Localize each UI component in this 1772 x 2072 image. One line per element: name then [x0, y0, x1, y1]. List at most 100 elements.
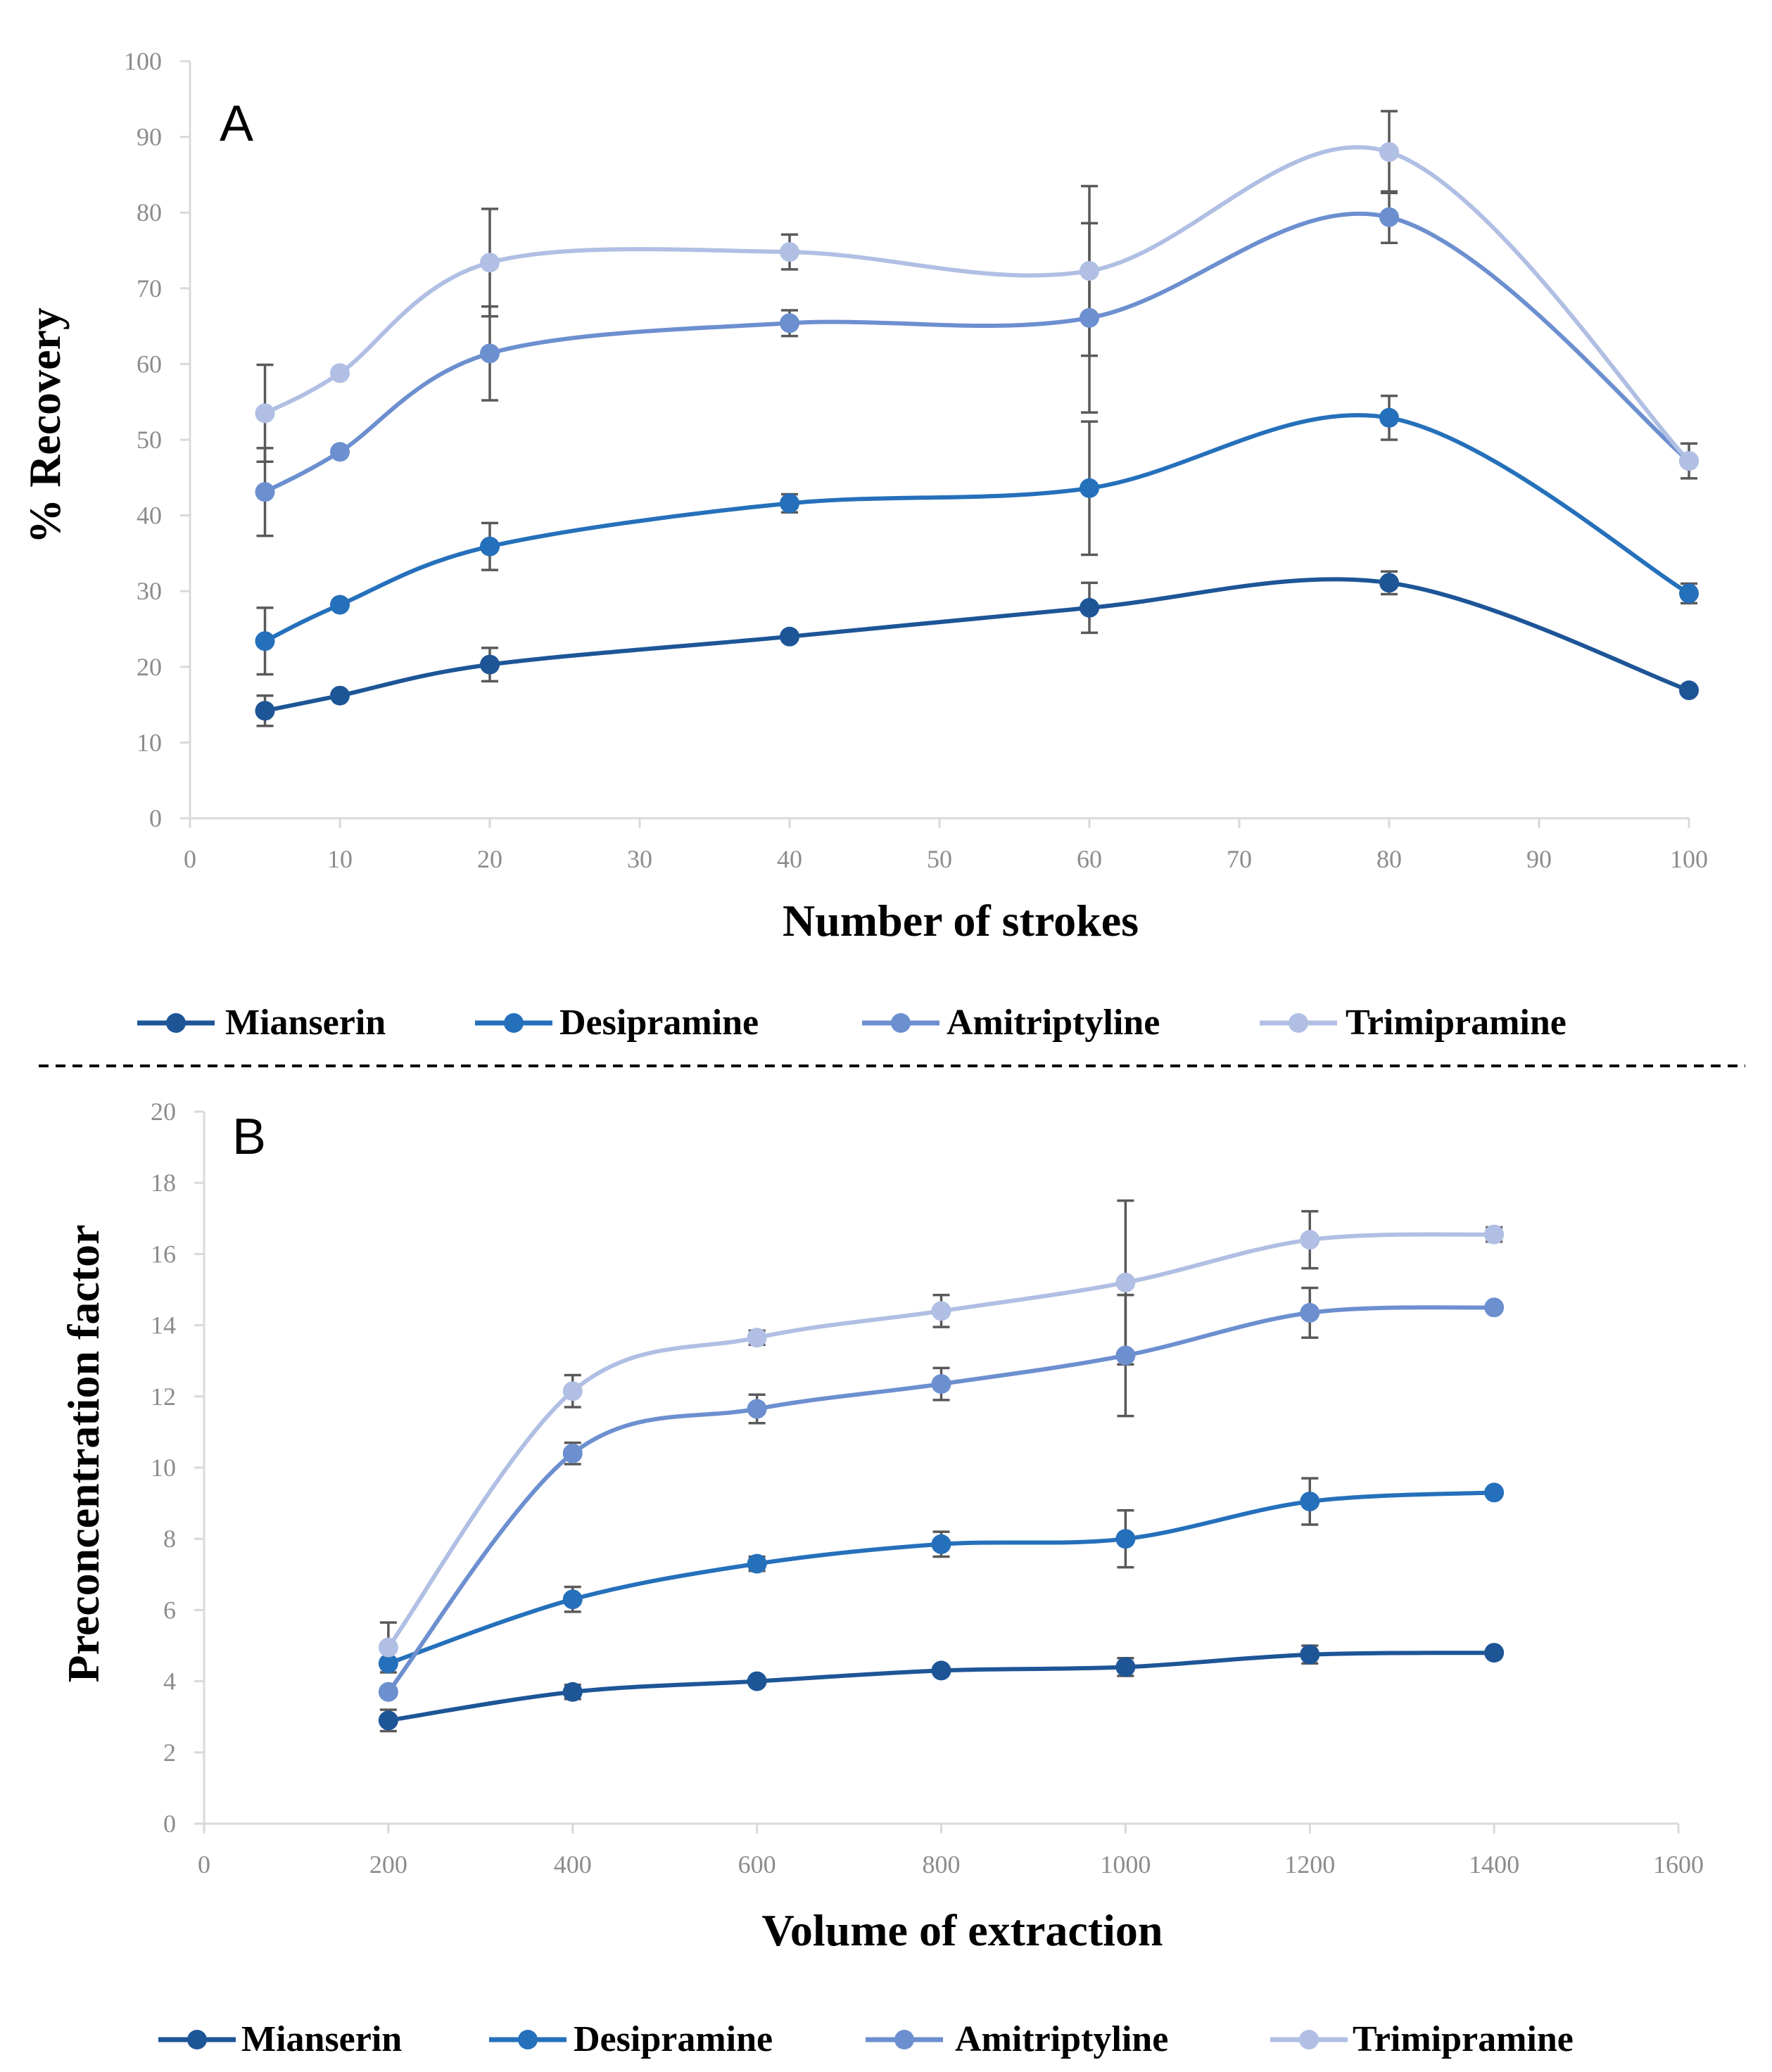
y-tick-label: 50: [137, 426, 162, 454]
data-point-mianserin: [1679, 680, 1699, 701]
data-point-trimipramine: [1300, 1230, 1320, 1250]
data-point-mianserin: [1379, 573, 1399, 593]
x-tick-label: 800: [923, 1850, 961, 1879]
data-point-trimipramine: [1679, 451, 1699, 471]
y-tick-label: 80: [137, 198, 162, 227]
x-tick-label: 600: [738, 1850, 776, 1879]
x-tick-label: 10: [327, 845, 353, 873]
legend-label-trimipramine: Trimipramine: [1346, 1003, 1567, 1043]
data-point-desipramine: [1115, 1529, 1136, 1549]
x-tick-label: 0: [198, 1850, 210, 1879]
data-point-desipramine: [931, 1534, 951, 1554]
data-point-mianserin: [330, 685, 350, 706]
x-tick-label: 400: [554, 1850, 592, 1879]
data-point-desipramine: [1300, 1492, 1320, 1512]
x-axis-title: Number of strokes: [783, 896, 1139, 946]
y-tick-label: 60: [137, 350, 162, 378]
y-tick-label: 4: [163, 1667, 176, 1696]
data-point-trimipramine: [1115, 1272, 1136, 1292]
data-point-mianserin: [780, 626, 799, 647]
x-tick-label: 1400: [1469, 1850, 1519, 1879]
data-point-mianserin: [1115, 1657, 1136, 1677]
data-point-amitriptyline: [562, 1443, 583, 1463]
data-point-mianserin: [378, 1710, 398, 1731]
data-point-desipramine: [1379, 407, 1399, 428]
x-tick-label: 0: [184, 845, 196, 873]
data-point-amitriptyline: [780, 313, 799, 333]
legend-label-amitriptyline: Amitriptyline: [947, 1003, 1160, 1043]
x-tick-label: 100: [1670, 845, 1708, 873]
series-line-desipramine: [387, 1490, 1495, 1666]
y-tick-label: 16: [151, 1240, 176, 1268]
x-tick-label: 1200: [1284, 1850, 1335, 1879]
data-point-mianserin: [747, 1671, 767, 1691]
y-tick-label: 10: [151, 1454, 176, 1482]
y-tick-label: 8: [163, 1525, 176, 1553]
y-axis-title: Preconcentration factor: [58, 1225, 108, 1683]
panel-letter: A: [220, 96, 253, 152]
data-point-amitriptyline: [1484, 1297, 1505, 1318]
data-point-amitriptyline: [1300, 1302, 1320, 1323]
data-point-mianserin: [931, 1660, 951, 1681]
legend-label-mianserin: Mianserin: [225, 1003, 386, 1043]
y-tick-label: 90: [137, 123, 162, 151]
series-line-desipramine: [264, 413, 1690, 643]
data-point-amitriptyline: [931, 1374, 951, 1394]
x-tick-label: 40: [777, 845, 802, 873]
data-point-desipramine: [1679, 583, 1699, 604]
data-point-amitriptyline: [1115, 1345, 1136, 1366]
data-point-mianserin: [480, 654, 500, 675]
y-tick-label: 10: [137, 728, 162, 756]
y-tick-label: 0: [149, 804, 162, 832]
data-point-mianserin: [1300, 1644, 1320, 1665]
data-point-trimipramine: [747, 1328, 767, 1348]
legend-swatch-marker: [504, 1013, 524, 1033]
legend-swatch-marker: [166, 1013, 186, 1033]
data-point-desipramine: [747, 1553, 767, 1574]
data-point-trimipramine: [330, 363, 350, 383]
data-point-desipramine: [255, 631, 275, 652]
data-point-desipramine: [480, 536, 500, 557]
legend-label-amitriptyline: Amitriptyline: [955, 2019, 1168, 2059]
data-point-trimipramine: [1080, 261, 1099, 281]
x-tick-label: 70: [1227, 845, 1252, 873]
data-point-trimipramine: [378, 1637, 398, 1658]
data-point-amitriptyline: [255, 482, 275, 502]
x-tick-label: 50: [927, 845, 952, 873]
panel-a: 0 10 20 30 40 50 60 70 80 90 100 0 10 20 30 40 50 60 70 80 9…: [20, 47, 1708, 1043]
x-tick-label: 80: [1377, 845, 1402, 873]
data-point-desipramine: [330, 595, 350, 615]
data-point-amitriptyline: [1379, 207, 1399, 227]
data-point-mianserin: [1080, 597, 1099, 618]
y-tick-label: 18: [151, 1169, 176, 1197]
legend-swatch-marker: [894, 2030, 914, 2049]
data-point-amitriptyline: [1080, 307, 1099, 328]
y-tick-label: 20: [151, 1098, 176, 1126]
data-point-desipramine: [378, 1653, 398, 1674]
data-point-desipramine: [1484, 1482, 1505, 1503]
data-point-mianserin: [1484, 1643, 1505, 1663]
data-point-amitriptyline: [480, 343, 500, 364]
x-tick-label: 20: [477, 845, 502, 873]
legend-label-trimipramine: Trimipramine: [1353, 2019, 1574, 2059]
y-tick-label: 20: [137, 653, 162, 681]
data-point-desipramine: [562, 1589, 583, 1610]
data-point-mianserin: [562, 1682, 583, 1702]
y-tick-label: 6: [163, 1596, 176, 1624]
legend-label-desipramine: Desipramine: [574, 2019, 773, 2059]
legend-label-desipramine: Desipramine: [559, 1003, 759, 1043]
data-point-desipramine: [1080, 478, 1099, 498]
panel-letter: B: [232, 1109, 266, 1165]
data-point-trimipramine: [562, 1381, 583, 1402]
series-line-mianserin: [264, 577, 1690, 713]
y-axis-title: % Recovery: [20, 307, 70, 544]
legend-swatch-marker: [187, 2030, 207, 2049]
data-point-trimipramine: [931, 1301, 951, 1321]
legend-label-mianserin: Mianserin: [241, 2019, 402, 2059]
legend-swatch-marker: [891, 1013, 911, 1033]
x-tick-label: 90: [1526, 845, 1552, 873]
data-point-trimipramine: [480, 253, 500, 273]
series-line-amitriptyline: [264, 211, 1690, 494]
